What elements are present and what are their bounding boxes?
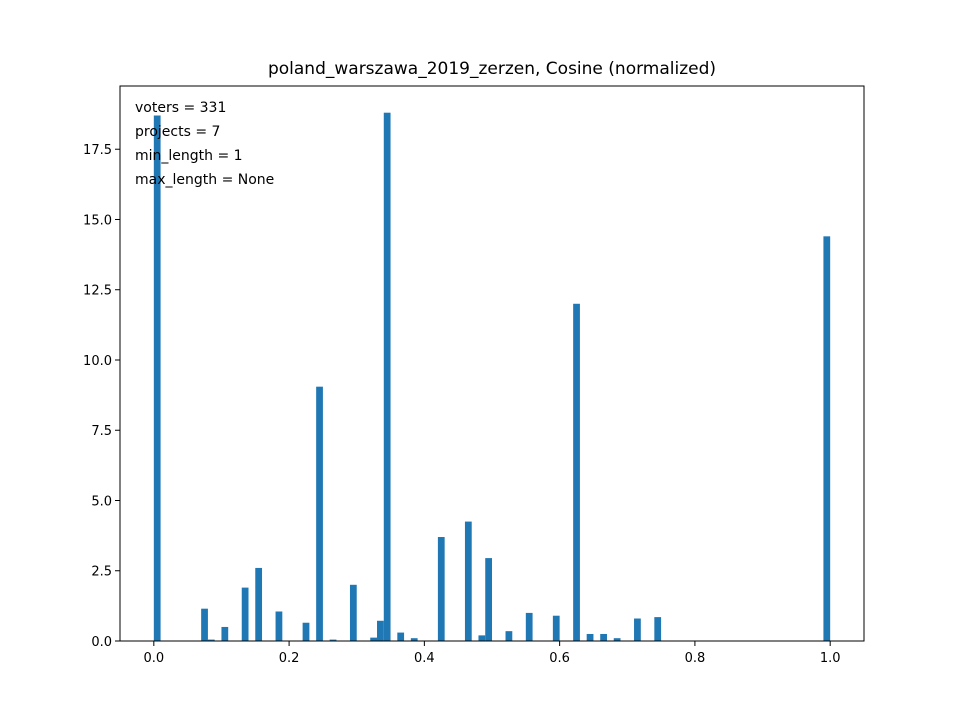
histogram-bar [221,626,229,641]
histogram-bar [207,639,215,641]
x-tick-label: 1.0 [820,651,841,666]
histogram-bar [586,633,594,641]
x-tick-label: 0.0 [143,651,164,666]
y-tick-label: 2.5 [91,565,112,580]
y-tick-label: 7.5 [91,424,112,439]
x-tick-label: 0.4 [414,651,435,666]
y-tick-label: 0.0 [91,635,112,650]
stats-annotation: voters = 331 projects = 7 min_length = 1 ma… [135,100,274,188]
y-tick-label: 10.0 [83,354,112,369]
histogram-bar [370,637,378,641]
histogram-bar [275,611,283,641]
chart-title: poland_warszawa_2019_zerzen, Cosine (nor… [268,59,716,79]
histogram-bar [505,631,513,641]
histogram-bar [302,622,310,641]
y-tick-label: 5.0 [91,494,112,509]
histogram-bar [573,303,580,641]
histogram-bar [349,584,357,641]
histogram-bar [552,615,560,641]
histogram-bar [525,612,533,641]
histogram-bar [383,112,391,641]
histogram-bar [329,639,337,641]
histogram-bar [823,236,831,641]
annotation-line: max_length = None [135,172,274,188]
bars-layer [153,112,831,641]
histogram-bar [464,521,472,641]
x-tick-label: 0.6 [549,651,570,666]
histogram-bar [255,567,263,641]
annotation-line: projects = 7 [135,124,220,140]
histogram-bar [437,537,445,641]
x-tick-label: 0.8 [685,651,706,666]
histogram-bar [600,633,607,641]
annotation-line: min_length = 1 [135,148,243,164]
histogram-bar [153,115,161,641]
x-tick-label: 0.2 [279,651,300,666]
histogram-bar [478,635,486,641]
y-axis: 0.0 2.5 5.0 7.5 10.0 12.5 15.0 17.5 [83,143,120,650]
x-axis: 0.0 0.2 0.4 0.6 0.8 1.0 [143,641,841,666]
y-tick-label: 15.0 [83,213,112,228]
histogram-bar [241,587,249,641]
histogram-bar [410,638,418,641]
histogram-bar [485,558,492,641]
y-tick-label: 12.5 [83,284,112,299]
histogram-bar [316,386,323,641]
annotation-line: voters = 331 [135,100,226,116]
histogram-bar [377,620,384,641]
y-tick-label: 17.5 [83,143,112,158]
histogram-bar [613,638,621,641]
histogram-bar [397,632,405,641]
plot-frame [119,85,865,642]
histogram-bar [634,618,641,641]
histogram-bar [654,617,662,641]
histogram-bar [201,608,208,641]
